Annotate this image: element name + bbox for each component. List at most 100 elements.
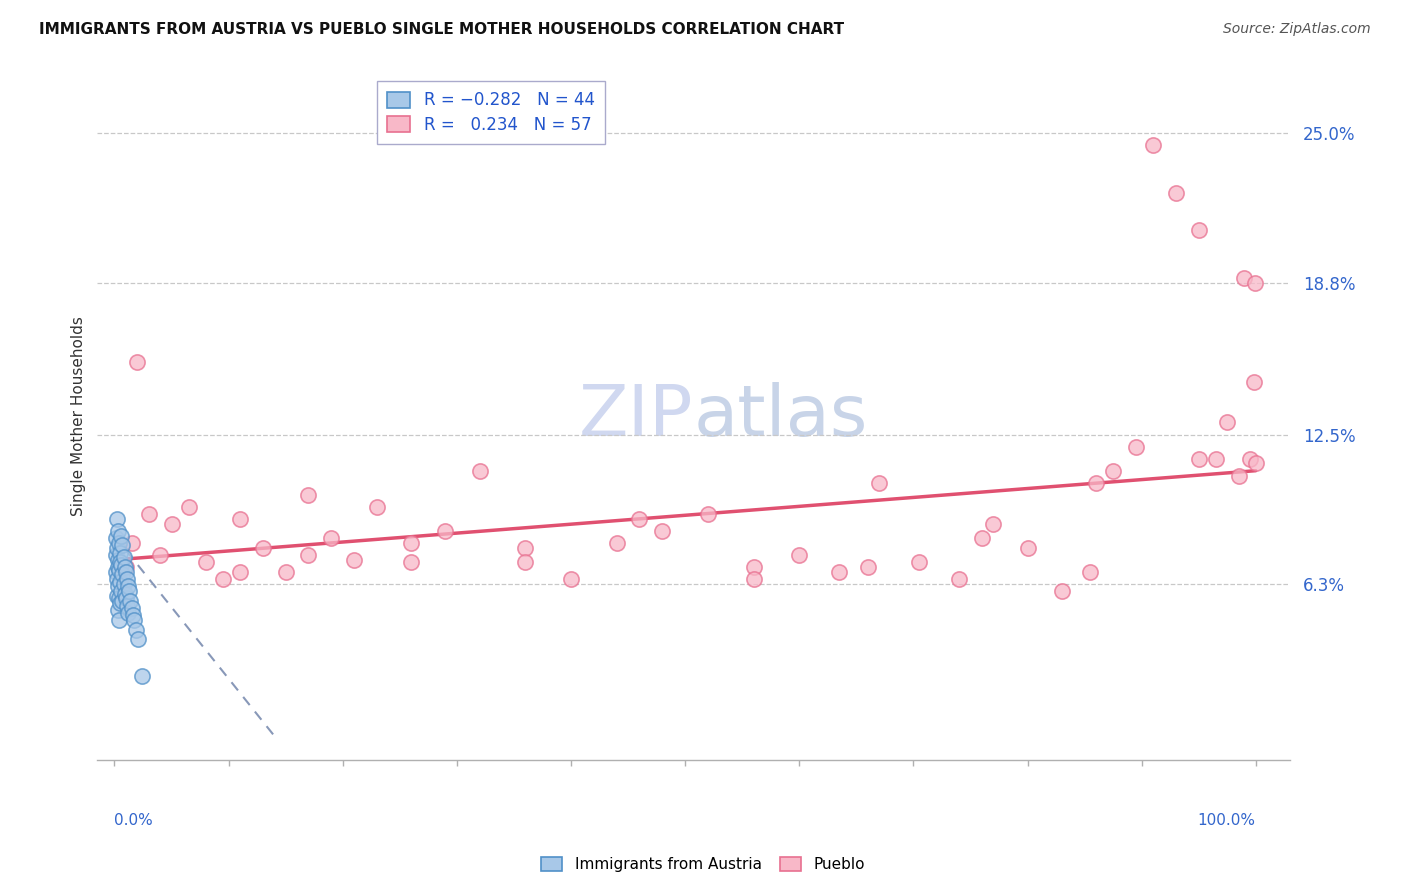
- Point: [108, 555, 131, 569]
- Point: [111, 594, 134, 608]
- Point: [1188, 222, 1211, 236]
- Text: 0.0%: 0.0%: [114, 813, 153, 828]
- Point: [115, 591, 138, 606]
- Point: [399, 555, 422, 569]
- Point: [828, 565, 851, 579]
- Point: [1239, 451, 1261, 466]
- Point: [366, 500, 388, 514]
- Point: [1142, 138, 1164, 153]
- Point: [117, 606, 139, 620]
- Point: [149, 548, 172, 562]
- Point: [112, 550, 135, 565]
- Point: [321, 531, 343, 545]
- Point: [1102, 464, 1125, 478]
- Y-axis label: Single Mother Households: Single Mother Households: [72, 317, 86, 516]
- Point: [108, 591, 131, 606]
- Point: [177, 500, 200, 514]
- Point: [1243, 375, 1265, 389]
- Point: [606, 536, 628, 550]
- Point: [981, 516, 1004, 531]
- Point: [114, 586, 136, 600]
- Point: [1188, 451, 1211, 466]
- Point: [297, 548, 319, 562]
- Point: [274, 565, 297, 579]
- Point: [252, 541, 274, 555]
- Point: [1227, 468, 1250, 483]
- Point: [110, 584, 132, 599]
- Point: [1233, 270, 1256, 285]
- Point: [108, 536, 131, 550]
- Point: [127, 355, 149, 369]
- Point: [1085, 475, 1108, 490]
- Point: [229, 512, 252, 526]
- Point: [948, 572, 970, 586]
- Point: [120, 594, 142, 608]
- Point: [515, 555, 537, 569]
- Point: [121, 608, 143, 623]
- Point: [697, 507, 720, 521]
- Point: [856, 560, 879, 574]
- Point: [1244, 457, 1267, 471]
- Point: [125, 623, 148, 637]
- Point: [229, 565, 252, 579]
- Point: [108, 613, 131, 627]
- Point: [1243, 276, 1265, 290]
- Point: [742, 560, 765, 574]
- Point: [628, 512, 651, 526]
- Point: [399, 536, 422, 550]
- Point: [121, 601, 143, 615]
- Point: [111, 538, 134, 552]
- Point: [107, 579, 129, 593]
- Legend: R = −0.282   N = 44, R =   0.234   N = 57: R = −0.282 N = 44, R = 0.234 N = 57: [377, 81, 605, 144]
- Point: [108, 574, 131, 589]
- Point: [122, 613, 145, 627]
- Point: [117, 579, 139, 593]
- Point: [742, 572, 765, 586]
- Point: [343, 553, 366, 567]
- Point: [105, 589, 128, 603]
- Point: [194, 555, 217, 569]
- Point: [107, 553, 129, 567]
- Point: [107, 524, 129, 538]
- Point: [131, 668, 153, 682]
- Text: atlas: atlas: [693, 382, 868, 451]
- Point: [107, 560, 129, 574]
- Point: [138, 507, 160, 521]
- Point: [560, 572, 582, 586]
- Point: [434, 524, 457, 538]
- Point: [107, 603, 129, 617]
- Legend: Immigrants from Austria, Pueblo: Immigrants from Austria, Pueblo: [533, 849, 873, 880]
- Point: [1050, 584, 1073, 599]
- Point: [787, 548, 810, 562]
- Point: [1017, 541, 1039, 555]
- Text: 100.0%: 100.0%: [1198, 813, 1256, 828]
- Point: [127, 632, 149, 647]
- Point: [160, 516, 183, 531]
- Point: [970, 531, 993, 545]
- Point: [115, 599, 138, 613]
- Point: [1205, 451, 1227, 466]
- Point: [212, 572, 235, 586]
- Text: IMMIGRANTS FROM AUSTRIA VS PUEBLO SINGLE MOTHER HOUSEHOLDS CORRELATION CHART: IMMIGRANTS FROM AUSTRIA VS PUEBLO SINGLE…: [39, 22, 845, 37]
- Point: [1216, 416, 1239, 430]
- Point: [104, 548, 127, 562]
- Point: [105, 541, 128, 555]
- Text: ZIP: ZIP: [579, 382, 693, 451]
- Point: [121, 536, 143, 550]
- Point: [1125, 440, 1147, 454]
- Point: [111, 567, 134, 582]
- Point: [110, 558, 132, 572]
- Point: [115, 565, 138, 579]
- Point: [651, 524, 673, 538]
- Point: [1164, 186, 1187, 201]
- Point: [110, 529, 132, 543]
- Point: [105, 572, 128, 586]
- Point: [297, 488, 319, 502]
- Point: [105, 512, 128, 526]
- Point: [104, 565, 127, 579]
- Point: [115, 560, 138, 574]
- Point: [468, 464, 491, 478]
- Point: [108, 546, 131, 560]
- Point: [112, 577, 135, 591]
- Point: [908, 555, 931, 569]
